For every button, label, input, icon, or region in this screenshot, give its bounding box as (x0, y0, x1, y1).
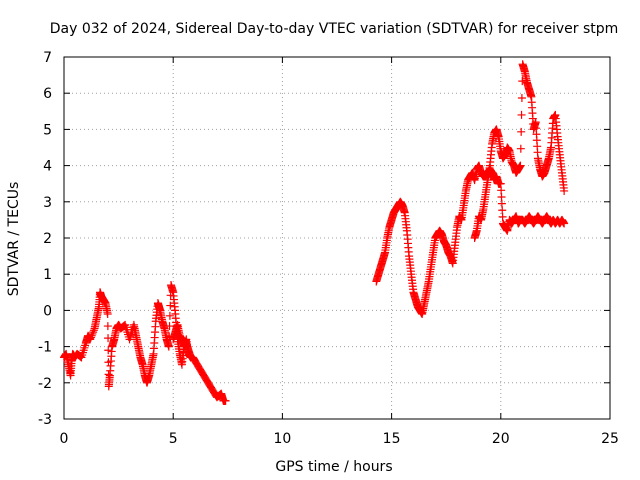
data-point (165, 322, 174, 331)
x-axis-label: GPS time / hours (275, 459, 392, 475)
y-tick-label: 2 (43, 231, 52, 247)
data-point (120, 321, 129, 330)
data-point (517, 127, 526, 136)
data-point (76, 352, 85, 361)
y-tick-label: 3 (43, 195, 52, 211)
x-tick-label: 0 (60, 431, 69, 447)
x-tick-label: 10 (273, 431, 291, 447)
data-point (221, 396, 230, 405)
data-point (86, 333, 95, 342)
data-point (166, 301, 175, 310)
data-point (516, 161, 525, 170)
data-point (516, 144, 525, 153)
data-point (517, 94, 526, 103)
data-point (103, 322, 112, 331)
data-point (164, 342, 173, 351)
chart-title: Day 032 of 2024, Sidereal Day-to-day VTE… (50, 21, 619, 37)
x-tick-labels: 0 5 10 15 20 25 (60, 431, 619, 447)
x-tick-label: 15 (383, 431, 401, 447)
data-point (517, 110, 526, 119)
data-point (104, 334, 113, 343)
axis-ticks (63, 56, 611, 420)
data-point (89, 328, 98, 337)
data-points (60, 60, 569, 405)
data-point (86, 335, 95, 344)
x-tick-label: 25 (601, 431, 619, 447)
data-point (88, 329, 97, 338)
data-point (560, 219, 569, 228)
y-axis-label: SDTVAR / TECUs (6, 182, 22, 297)
y-tick-label: -1 (38, 340, 52, 356)
y-tick-label: 0 (43, 303, 52, 319)
x-tick-label: 20 (492, 431, 510, 447)
data-point (104, 346, 113, 355)
data-point (89, 326, 98, 335)
grid-lines (64, 57, 610, 419)
data-point (186, 353, 195, 362)
y-tick-label: 1 (43, 267, 52, 283)
y-tick-label: 7 (43, 50, 52, 66)
y-tick-label: 4 (43, 159, 52, 175)
x-tick-label: 5 (169, 431, 178, 447)
y-tick-label: 5 (43, 122, 52, 138)
data-point (87, 331, 96, 340)
data-point (165, 311, 174, 320)
y-tick-label: 6 (43, 86, 52, 102)
data-point (165, 332, 174, 341)
y-tick-label: -2 (38, 376, 52, 392)
data-point (560, 186, 569, 195)
data-point (518, 77, 527, 86)
y-tick-label: -3 (38, 412, 52, 428)
y-tick-labels: -3 -2 -1 0 1 2 3 4 5 6 7 (38, 50, 52, 428)
data-point (103, 310, 112, 319)
